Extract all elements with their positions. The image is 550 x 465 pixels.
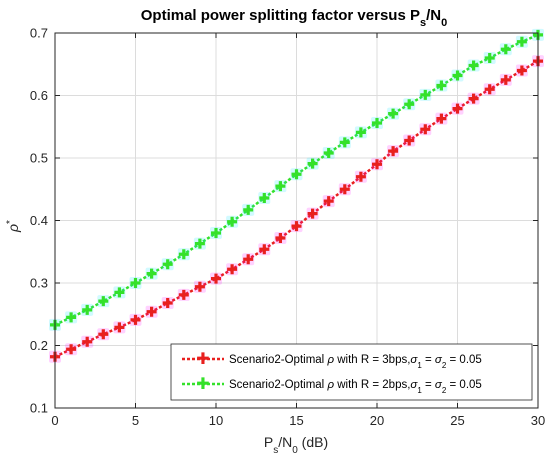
series-2-point (483, 52, 496, 64)
series-2 (49, 28, 544, 331)
series-2-point (467, 59, 480, 72)
plot-frame (54, 32, 539, 409)
series-1-point (338, 183, 351, 196)
legend-marker-series-1: ✚ (196, 349, 209, 368)
series-layer (49, 28, 544, 363)
series-1-point (97, 328, 110, 341)
y-tick-label: 0.7 (30, 26, 48, 41)
series-1-point (145, 305, 158, 318)
y-tick-label: 0.2 (30, 338, 48, 353)
series-2-point (499, 43, 512, 56)
legend-label-series-2: Scenario2-Optimal ρ with R = 2bps,σ1 = σ… (229, 379, 482, 395)
series-1-point (467, 92, 480, 105)
series-1-point (113, 321, 126, 334)
legend-marker-series-2: ✚ (196, 374, 209, 393)
series-1-point (242, 253, 255, 266)
series-1-point (193, 280, 206, 293)
legend-box (170, 343, 533, 401)
series-2-point (210, 227, 222, 239)
series-1-point (177, 288, 190, 301)
series-2-point (226, 215, 239, 228)
series-2-point (419, 88, 432, 101)
legend-entry-series-2: ✚ Scenario2-Optimal ρ with R = 2bps,σ1 =… (182, 374, 482, 395)
series-2-point (290, 168, 303, 181)
series-2-point (403, 98, 416, 111)
x-tick-label: 25 (450, 413, 464, 428)
series-1-point (354, 170, 367, 183)
series-1-point (483, 83, 496, 96)
series-1-point (403, 134, 416, 147)
legend: ✚ Scenario2-Optimal ρ with R = 3bps,σ1 =… (170, 343, 533, 401)
series-1-point (322, 195, 335, 208)
series-1-point (306, 207, 319, 220)
y-tick-label: 0.3 (30, 276, 48, 291)
series-2-point (338, 136, 351, 149)
series-2-point (371, 117, 383, 129)
series-1-point (387, 145, 400, 158)
series-1-point (419, 123, 432, 136)
series-2-point (242, 203, 255, 216)
series-1-point (129, 313, 142, 326)
series-2-point (129, 277, 142, 289)
series-2-point (258, 192, 271, 204)
series-2-point (81, 303, 94, 316)
series-1-point (371, 158, 383, 171)
series-1-point (451, 102, 464, 115)
x-tick-label: 30 (531, 413, 545, 428)
series-1 (49, 55, 544, 363)
series-2-point (435, 79, 448, 92)
series-1-point (435, 112, 448, 125)
series-1-point (81, 335, 94, 348)
x-tick-label: 15 (289, 413, 303, 428)
legend-entry-series-1: ✚ Scenario2-Optimal ρ with R = 3bps,σ1 =… (182, 349, 482, 370)
series-2-point (274, 180, 287, 193)
series-1-point (274, 232, 287, 244)
series-1-point (226, 263, 239, 276)
series-1-point (499, 73, 512, 86)
series-2-point (177, 248, 190, 261)
x-tick-label: 20 (370, 413, 384, 428)
series-2-point (306, 157, 319, 170)
x-tick-label: 5 (132, 413, 139, 428)
series-1-point (290, 220, 303, 233)
series-1-point (258, 243, 271, 256)
chart-title: Optimal power splitting factor versus Ps… (141, 7, 447, 29)
y-tick-label: 0.4 (30, 213, 48, 228)
series-1-point (515, 64, 528, 77)
series-1-point (161, 297, 174, 309)
x-tick-label: 0 (51, 413, 58, 428)
series-2-point (451, 69, 464, 82)
y-axis-label: ρ* (5, 220, 22, 233)
series-2-point (113, 286, 126, 299)
y-tick-label: 0.5 (30, 151, 48, 166)
y-tick-label: 0.1 (30, 401, 48, 416)
x-axis-label: Ps/N0 (dB) (264, 434, 328, 456)
series-2-point (387, 107, 400, 120)
series-2-point (354, 126, 367, 139)
y-tick-label: 0.6 (30, 88, 48, 103)
axis-ticks: 0 5 10 15 20 25 30 0.1 0.2 0.3 0.4 0.5 0.6 0.7 (30, 26, 545, 429)
series-2-point (161, 258, 174, 271)
legend-label-series-1: Scenario2-Optimal ρ with R = 3bps,σ1 = σ… (229, 354, 482, 370)
series-2-point (193, 237, 206, 250)
series-2-point (65, 311, 78, 324)
series-2-point (515, 35, 528, 48)
series-1-point (65, 343, 78, 356)
series-1-point (210, 272, 222, 285)
series-2-point (322, 147, 335, 159)
x-tick-label: 10 (209, 413, 223, 428)
series-2-point (97, 295, 110, 308)
series-2-point (145, 267, 158, 280)
